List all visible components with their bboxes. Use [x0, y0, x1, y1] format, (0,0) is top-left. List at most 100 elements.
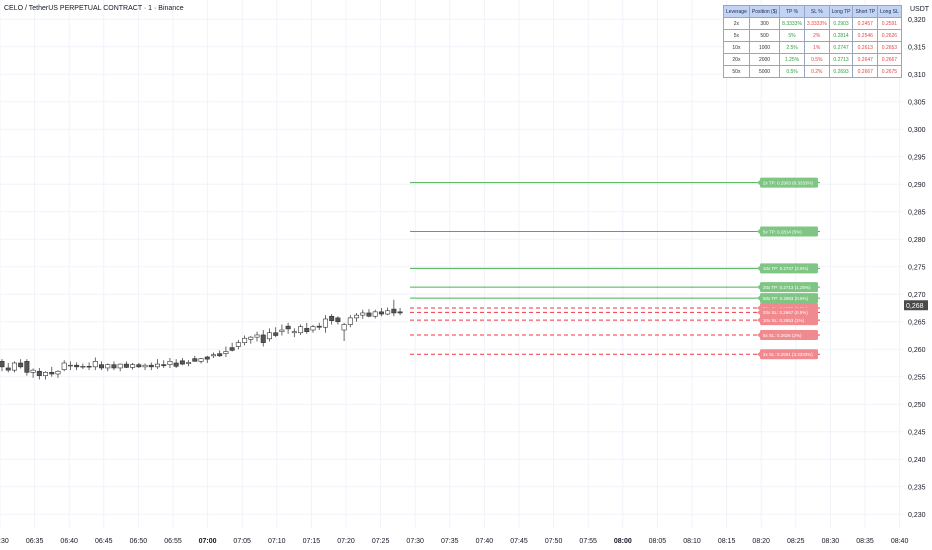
candle[interactable] [304, 322, 310, 334]
candle[interactable] [341, 322, 347, 341]
candle[interactable] [266, 328, 272, 342]
tp-level[interactable]: 5x TP: 0.2814 (5%) [410, 226, 820, 237]
candle[interactable] [80, 363, 86, 370]
candle[interactable] [161, 360, 167, 368]
candle[interactable] [5, 363, 11, 373]
candle[interactable] [24, 359, 30, 376]
candle[interactable] [36, 367, 42, 380]
time-tick-label: 07:20 [337, 538, 355, 545]
current-price-badge[interactable]: 0,268 [904, 300, 928, 311]
candle[interactable] [186, 360, 192, 367]
sl-level[interactable]: 10x SL: 0.2653 (1%) [410, 315, 820, 326]
candle[interactable] [142, 363, 148, 371]
candle[interactable] [347, 315, 353, 328]
price-tick-label: 0,320 [908, 17, 926, 24]
candle[interactable] [173, 359, 179, 368]
table-cell: 1% [803, 41, 830, 54]
candle[interactable] [99, 361, 105, 371]
candle[interactable] [254, 331, 260, 342]
tp-level[interactable]: 50x TP: 0.2693 (0.5%) [410, 293, 820, 304]
tp-level[interactable]: 10x TP: 0.2747 (2.5%) [410, 263, 820, 274]
candle[interactable] [123, 361, 129, 368]
candle[interactable] [242, 335, 248, 346]
candle[interactable] [136, 363, 142, 368]
candle[interactable] [74, 362, 80, 371]
candle[interactable] [329, 314, 335, 325]
sl-level[interactable]: 5x SL: 0.2626 (2%) [410, 329, 820, 340]
candle[interactable] [11, 361, 17, 373]
time-tick-label: 08:30 [822, 538, 840, 545]
candle[interactable] [235, 339, 241, 350]
candle[interactable] [285, 322, 291, 334]
label-pointer [757, 284, 760, 290]
candle[interactable] [279, 324, 285, 336]
tp-level[interactable]: 20x TP: 0.2713 (1.25%) [410, 282, 820, 293]
candles[interactable] [0, 299, 403, 380]
candle[interactable] [67, 361, 73, 371]
candle[interactable] [105, 363, 111, 372]
candle[interactable] [86, 362, 92, 371]
candle[interactable] [260, 330, 266, 347]
candle[interactable] [372, 309, 378, 319]
candle[interactable] [49, 366, 55, 377]
candle-body [310, 326, 316, 331]
candle[interactable] [18, 359, 24, 369]
candle[interactable] [360, 309, 366, 319]
candle[interactable] [397, 308, 403, 316]
candle[interactable] [366, 309, 372, 318]
candle[interactable] [92, 357, 98, 371]
candle[interactable] [248, 336, 254, 344]
candle[interactable] [229, 342, 235, 352]
candle[interactable] [204, 355, 210, 363]
candle[interactable] [0, 359, 5, 372]
candle[interactable] [210, 352, 216, 359]
candle[interactable] [354, 312, 360, 322]
candle[interactable] [391, 299, 397, 317]
candle[interactable] [167, 358, 173, 368]
candle[interactable] [316, 322, 322, 330]
price-tick-label: 0,305 [908, 99, 926, 106]
time-tick-label: 08:20 [752, 538, 770, 545]
candle[interactable] [43, 371, 49, 380]
sl-level[interactable]: 20x SL: 0.2667 (0.5%) [410, 307, 820, 318]
candle[interactable] [298, 324, 304, 335]
candle[interactable] [385, 307, 391, 316]
table-cell: 0.5% [803, 53, 830, 66]
candle-body [204, 356, 210, 360]
candle[interactable] [148, 362, 154, 371]
symbol-title[interactable]: CELO / TetherUS PERPETUAL CONTRACT · 1 ·… [4, 5, 184, 12]
candle[interactable] [61, 360, 67, 372]
candle[interactable] [335, 316, 341, 325]
tp-level[interactable]: 2x TP: 0.2903 (8.3333%) [410, 177, 820, 188]
tp-label: 5x TP: 0.2814 (5%) [763, 229, 802, 234]
candle[interactable] [117, 363, 123, 372]
candle[interactable] [217, 350, 223, 357]
table-header-cell: Long SL [877, 5, 902, 18]
candle[interactable] [55, 370, 61, 378]
candle-body [242, 337, 248, 343]
table-cell: 0.2693 [828, 65, 854, 78]
candle[interactable] [30, 368, 36, 378]
candle[interactable] [223, 346, 229, 357]
candle[interactable] [130, 363, 136, 370]
candle[interactable] [155, 359, 161, 370]
candle-body [260, 334, 266, 343]
price-axis[interactable]: 0,320 0,315 0,310 0,305 0,300 0,295 0,290 0,285… [904, 17, 928, 519]
currency-unit: USDT [910, 6, 930, 13]
candle[interactable] [179, 358, 185, 366]
table-cell: 8.3333% [779, 17, 805, 30]
time-axis[interactable]: 06:30 06:35 06:40 06:45 06:50 06:55 07:00 07:05… [0, 538, 908, 545]
candle[interactable] [378, 308, 384, 317]
sl-level[interactable]: 2x SL: 0.2591 (3.3333%) [410, 349, 820, 360]
candle[interactable] [192, 355, 198, 362]
tp-sl-levels[interactable]: 2x TP: 0.2903 (8.3333%) 5x TP: 0.2814 (5%… [410, 177, 820, 360]
candle[interactable] [291, 328, 297, 338]
candle[interactable] [322, 315, 328, 333]
time-tick-label: 08:35 [856, 538, 874, 545]
candle[interactable] [198, 358, 204, 364]
candle-body [130, 364, 136, 368]
candle[interactable] [111, 361, 117, 371]
candle[interactable] [310, 325, 316, 333]
candle[interactable] [273, 327, 279, 338]
